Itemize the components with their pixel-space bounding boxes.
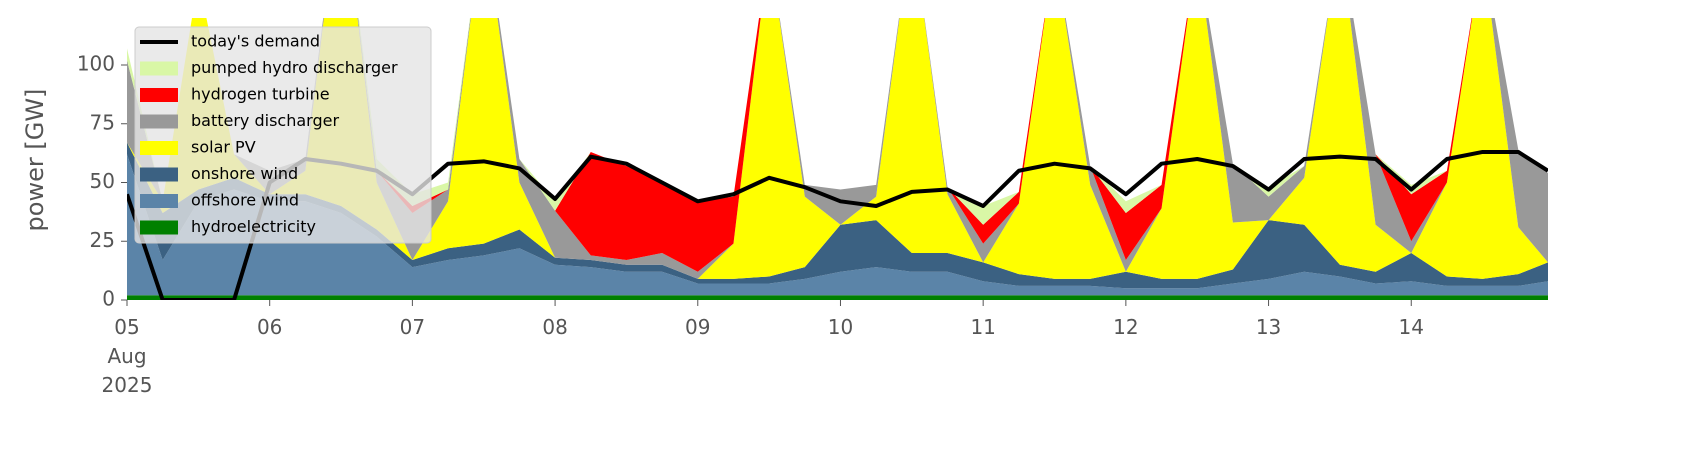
y-tick-label: 50 (90, 169, 115, 193)
area (127, 295, 1548, 300)
x-tick-label: 06 (257, 315, 282, 339)
x-tick-label: 05 Aug 2025 (102, 315, 153, 397)
x-tick-label: 07 (400, 315, 425, 339)
area (127, 154, 1548, 296)
area (127, 18, 1548, 279)
x-tick-label: 10 (828, 315, 853, 339)
x-tick-label: 14 (1399, 315, 1424, 339)
legend-swatch (140, 141, 178, 155)
x-tick-label: 12 (1113, 315, 1138, 339)
x-tick-label: 11 (970, 315, 995, 339)
legend-label: solar PV (191, 138, 256, 157)
legend-swatch (140, 194, 178, 208)
legend-swatch (140, 114, 178, 129)
y-tick-label: 100 (77, 52, 115, 76)
legend-label: hydroelectricity (191, 217, 316, 236)
legend-label: battery discharger (191, 111, 339, 130)
legend-label: onshore wind (191, 164, 298, 183)
legend-swatch (140, 61, 178, 76)
y-tick-label: 25 (90, 228, 115, 252)
area (127, 142, 1548, 289)
legend-swatch (140, 167, 178, 182)
legend-label: hydrogen turbine (191, 85, 330, 104)
legend-swatch (140, 88, 178, 102)
y-tick-label: 75 (90, 110, 115, 134)
x-tick-label: 09 (685, 315, 710, 339)
legend-box (134, 26, 432, 244)
legend-label: pumped hydro discharger (191, 58, 398, 77)
legend-swatch (140, 220, 178, 235)
x-tick-label: 13 (1256, 315, 1281, 339)
legend-label: offshore wind (191, 191, 299, 210)
x-tick-label: 08 (542, 315, 567, 339)
plot-area (127, 18, 1548, 300)
legend-label: today's demand (191, 32, 320, 51)
y-axis-label: power [GW] (21, 89, 49, 232)
y-tick-label: 0 (102, 287, 115, 311)
